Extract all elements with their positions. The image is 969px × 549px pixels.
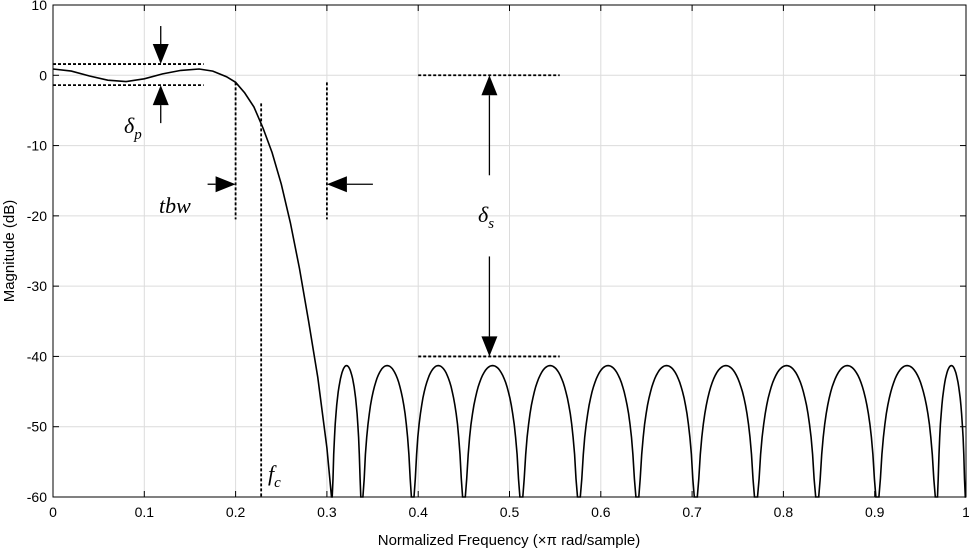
stopband-up-arrow: [481, 75, 498, 96]
y-tick-label: 10: [31, 0, 47, 13]
y-tick-label: -10: [27, 138, 47, 154]
tbw-right-arrow: [215, 176, 236, 193]
x-tick-label: 0.9: [865, 504, 885, 520]
x-tick-label: 0: [49, 504, 57, 520]
y-tick-labels: 10 0 -10 -20 -30 -40 -50 -60: [27, 0, 47, 505]
y-tick-label: -20: [27, 208, 47, 224]
x-tick-label: 1: [962, 504, 969, 520]
tbw-left-arrow: [326, 176, 347, 193]
x-tick-label: 0.2: [226, 504, 246, 520]
x-tick-label: 0.7: [682, 504, 702, 520]
tbw-label: tbw: [159, 193, 191, 218]
x-tick-label: 0.1: [135, 504, 155, 520]
axis-ticks: [52, 4, 967, 498]
x-tick-labels: 0 0.1 0.2 0.3 0.4 0.5 0.6 0.7 0.8 0.9 1: [49, 504, 969, 520]
x-tick-label: 0.4: [408, 504, 428, 520]
x-axis-title: Normalized Frequency (×π rad/sample): [378, 532, 641, 549]
y-axis-title: Magnitude (dB): [1, 200, 18, 303]
y-tick-label: -50: [27, 419, 47, 435]
ripple-up-arrow: [152, 85, 169, 106]
y-tick-label: -40: [27, 348, 47, 364]
y-tick-label: -60: [27, 489, 47, 505]
x-tick-label: 0.6: [591, 504, 611, 520]
magnitude-response-line: [52, 68, 967, 498]
y-tick-label: -30: [27, 278, 47, 294]
x-tick-label: 0.3: [317, 504, 337, 520]
grid-lines: [53, 5, 966, 497]
ripple-down-arrow: [152, 44, 169, 65]
x-tick-label: 0.5: [500, 504, 520, 520]
delta-s-label: δs: [478, 202, 494, 232]
x-tick-label: 0.8: [774, 504, 794, 520]
y-tick-label: 0: [39, 67, 47, 83]
filter-spec-annotations: [53, 26, 560, 497]
stopband-down-arrow: [481, 336, 498, 357]
delta-p-label: δp: [124, 113, 142, 143]
fc-label: fc: [268, 461, 281, 491]
